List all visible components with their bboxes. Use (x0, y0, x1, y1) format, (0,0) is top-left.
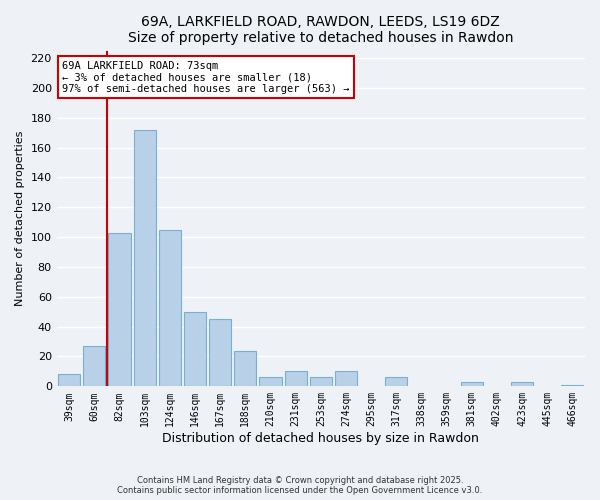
Y-axis label: Number of detached properties: Number of detached properties (15, 130, 25, 306)
Title: 69A, LARKFIELD ROAD, RAWDON, LEEDS, LS19 6DZ
Size of property relative to detach: 69A, LARKFIELD ROAD, RAWDON, LEEDS, LS19… (128, 15, 514, 45)
Bar (83, 346, 106, 387)
Bar (511, 382, 533, 386)
Bar (184, 312, 206, 386)
Bar (259, 378, 281, 386)
Bar (234, 350, 256, 386)
Bar (159, 230, 181, 386)
Bar (310, 378, 332, 386)
Text: Contains HM Land Registry data © Crown copyright and database right 2025.
Contai: Contains HM Land Registry data © Crown c… (118, 476, 482, 495)
X-axis label: Distribution of detached houses by size in Rawdon: Distribution of detached houses by size … (163, 432, 479, 445)
Bar (284, 372, 307, 386)
Bar (335, 372, 357, 386)
Bar (385, 378, 407, 386)
Text: 69A LARKFIELD ROAD: 73sqm
← 3% of detached houses are smaller (18)
97% of semi-d: 69A LARKFIELD ROAD: 73sqm ← 3% of detach… (62, 60, 349, 94)
Bar (134, 130, 156, 386)
Bar (209, 319, 231, 386)
Bar (562, 385, 583, 386)
Bar (109, 232, 131, 386)
Bar (58, 374, 80, 386)
Bar (461, 382, 483, 386)
